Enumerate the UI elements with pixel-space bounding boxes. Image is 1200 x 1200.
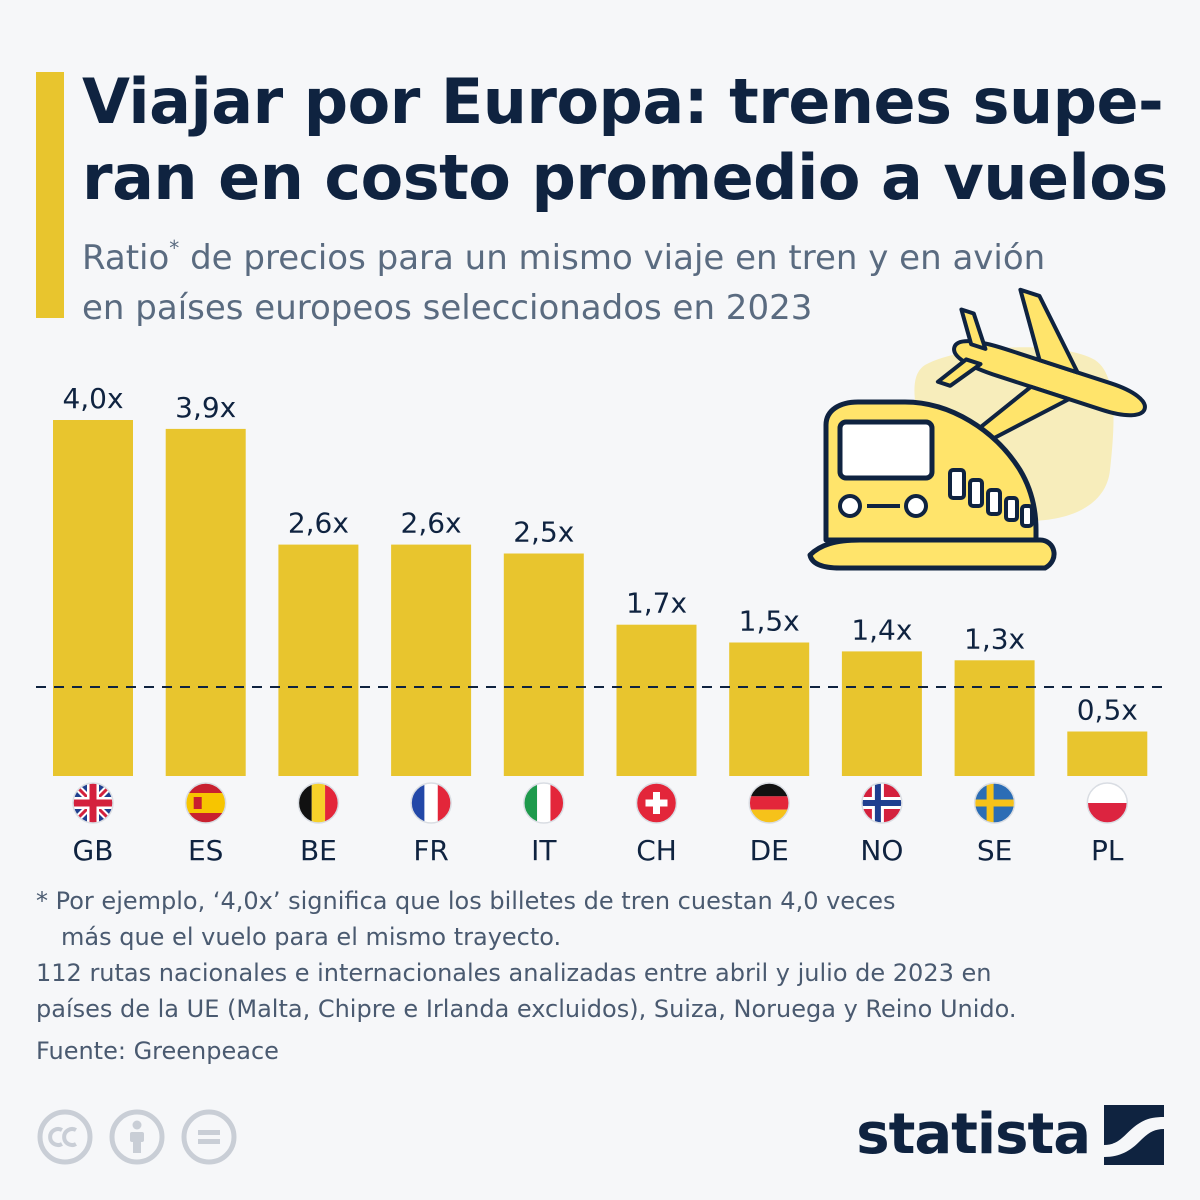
category-label-pl: PL — [1091, 834, 1124, 867]
footnote-line-2: más que el vuelo para el mismo trayecto. — [61, 923, 562, 951]
brand-name: statista — [856, 1102, 1091, 1167]
flag-poland-icon — [1086, 782, 1129, 824]
license-icons — [36, 1108, 238, 1166]
bar-fr — [391, 544, 472, 776]
illustration — [807, 287, 1147, 571]
category-label-se: SE — [977, 834, 1012, 867]
bar-it — [503, 553, 584, 776]
flag-germany-icon — [748, 782, 790, 824]
flags — [72, 782, 1129, 824]
page-title: Viajar por Europa: trenes supe- ran en c… — [82, 64, 1172, 216]
category-label-no: NO — [860, 834, 903, 867]
value-label-fr: 2,6x — [401, 507, 462, 540]
flag-italy-icon — [523, 782, 565, 824]
value-label-gb: 4,0x — [62, 382, 123, 415]
category-label-es: ES — [188, 834, 223, 867]
bar-de — [729, 642, 810, 776]
subtitle-asterisk: * — [169, 236, 180, 260]
bar-ch — [616, 624, 697, 776]
flag-switzerland-icon — [635, 782, 678, 824]
statista-logo[interactable]: statista — [856, 1100, 1164, 1170]
cc-icon[interactable] — [36, 1108, 94, 1166]
title-line-2: ran en costo promedio a vuelos — [82, 141, 1168, 214]
value-label-es: 3,9x — [175, 391, 236, 424]
category-label-ch: CH — [636, 834, 677, 867]
accent-bar — [36, 72, 64, 318]
footnote-line-4: países de la UE (Malta, Chipre e Irlanda… — [36, 995, 1017, 1023]
train-icon — [807, 399, 1057, 571]
category-label-gb: GB — [73, 834, 114, 867]
flag-france-icon — [410, 782, 452, 824]
subtitle: Ratio* de precios para un mismo viaje en… — [82, 233, 1172, 333]
bar-gb — [53, 420, 133, 776]
bar-pl — [1067, 731, 1148, 776]
flag-uk-icon — [72, 782, 114, 824]
bar-no — [841, 651, 922, 776]
bar-es — [165, 428, 246, 776]
source: Fuente: Greenpeace — [36, 1037, 279, 1065]
value-label-pl: 0,5x — [1077, 694, 1138, 727]
value-label-be: 2,6x — [288, 507, 349, 540]
subtitle-line-1-rest: de precios para un mismo viaje en tren y… — [179, 238, 1046, 278]
category-label-de: DE — [750, 834, 789, 867]
flag-belgium-icon — [297, 782, 340, 824]
footnote: * Por ejemplo, ‘4,0x’ significa que los … — [36, 883, 1176, 1027]
category-label-fr: FR — [413, 834, 449, 867]
airplane-icon — [935, 287, 1147, 441]
statista-mark-icon — [1104, 1105, 1164, 1165]
footnote-line-1: * Por ejemplo, ‘4,0x’ significa que los … — [36, 887, 896, 915]
category-labels: GB ES BE FR IT CH DE NO SE PL — [73, 834, 1124, 867]
value-label-se: 1,3x — [964, 622, 1025, 655]
bar-chart: 4,0x 3,9x 2,6x 2,6x 2,5x 1,7x 1,5x 1,4x 1,3x 0,5x… — [36, 287, 1164, 867]
subtitle-line-1: Ratio* de precios para un mismo viaje en… — [82, 233, 1172, 283]
subtitle-line-2: en países europeos seleccionados en 2023 — [82, 288, 813, 328]
no-derivatives-icon[interactable] — [180, 1108, 238, 1166]
attribution-icon[interactable] — [108, 1108, 166, 1166]
bar-be — [278, 544, 359, 776]
value-label-ch: 1,7x — [626, 587, 687, 620]
subtitle-ratio: Ratio — [82, 238, 170, 278]
value-label-no: 1,4x — [851, 613, 912, 646]
category-label-it: IT — [531, 834, 557, 867]
title-line-1: Viajar por Europa: trenes supe- — [82, 65, 1164, 138]
bar-se — [954, 660, 1035, 776]
category-label-be: BE — [300, 834, 337, 867]
flag-sweden-icon — [973, 782, 1016, 824]
flag-spain-icon — [184, 782, 227, 824]
bars — [53, 420, 1148, 776]
footnote-line-3: 112 rutas nacionales e internacionales a… — [36, 959, 992, 987]
value-labels: 4,0x 3,9x 2,6x 2,6x 2,5x 1,7x 1,5x 1,4x 1,3x 0,5x — [62, 382, 1137, 727]
value-label-it: 2,5x — [513, 516, 574, 549]
value-label-de: 1,5x — [739, 605, 800, 638]
flag-norway-icon — [861, 782, 903, 824]
